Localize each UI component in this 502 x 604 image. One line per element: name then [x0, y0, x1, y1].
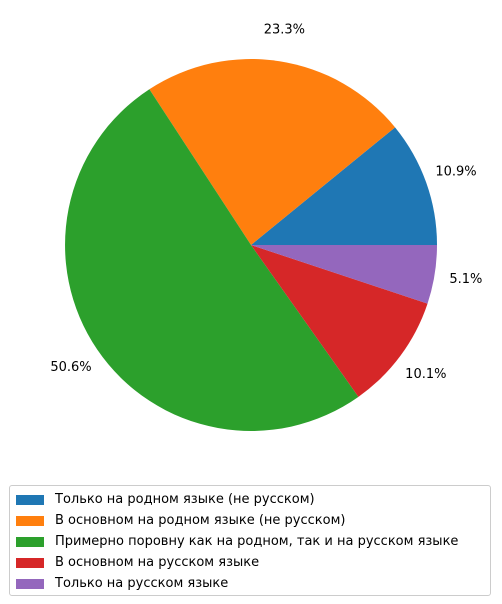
- legend-item: Только на родном языке (не русском): [16, 489, 490, 510]
- slice-percentage-label: 10.1%: [405, 367, 446, 382]
- legend-swatch: [16, 515, 44, 526]
- pie-percentage-labels: 10.9% 23.3% 50.6% 10.1% 5.1%: [50, 22, 482, 382]
- legend-swatch: [16, 557, 44, 568]
- pie-slices: [65, 58, 437, 431]
- slice-percentage-label: 10.9%: [435, 164, 476, 179]
- pie-slice: [65, 89, 359, 431]
- pie-chart: 10.9% 23.3% 50.6% 10.1% 5.1%: [50, 22, 482, 431]
- pie-slice: [149, 58, 396, 245]
- pie-slice: [251, 245, 428, 397]
- legend-swatch: [16, 536, 44, 547]
- slice-percentage-label: 50.6%: [50, 360, 91, 375]
- legend-label: В основном на родном языке (не русском): [55, 513, 346, 528]
- legend-swatch: [16, 494, 44, 505]
- legend-label: Только на русском языке: [55, 576, 229, 591]
- pie-slice: [251, 245, 437, 304]
- legend-item: Примерно поровну как на родном, так и на…: [16, 531, 490, 552]
- legend-item: Только на русском языке: [16, 573, 490, 594]
- legend-label: В основном на русском языке: [55, 555, 260, 570]
- legend: Только на родном языке (не русском) В ос…: [9, 485, 491, 596]
- slice-percentage-label: 5.1%: [449, 272, 482, 287]
- legend-item: В основном на русском языке: [16, 552, 490, 573]
- pie-slice: [251, 127, 437, 245]
- legend-label: Примерно поровну как на родном, так и на…: [55, 534, 459, 549]
- legend-label: Только на родном языке (не русском): [55, 492, 315, 507]
- legend-item: В основном на родном языке (не русском): [16, 510, 490, 531]
- legend-swatch: [16, 578, 44, 589]
- slice-percentage-label: 23.3%: [264, 22, 305, 37]
